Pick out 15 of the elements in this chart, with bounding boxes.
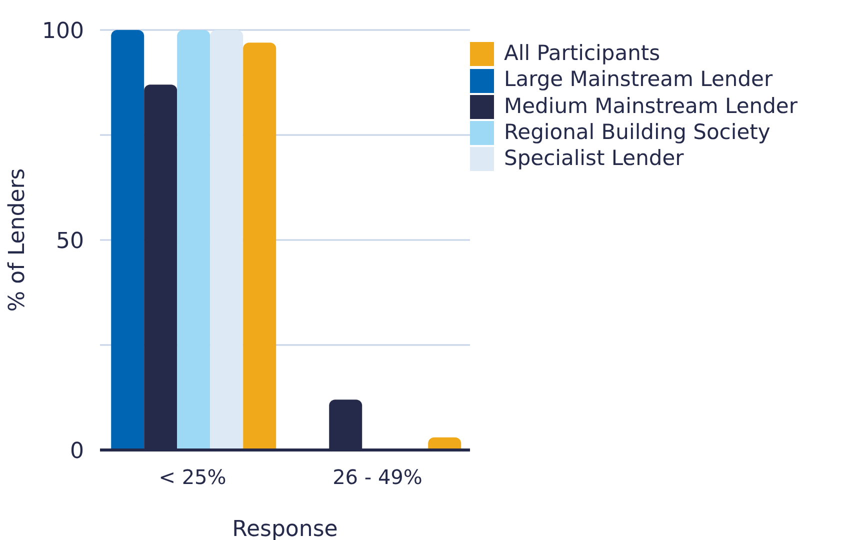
y-tick-label: 0 xyxy=(70,438,84,464)
y-axis-title: % of Lenders xyxy=(4,168,30,312)
bar xyxy=(177,30,210,450)
x-tick-label: 26 - 49% xyxy=(332,465,422,490)
legend-label: Medium Mainstream Lender xyxy=(504,94,798,118)
bar xyxy=(243,42,276,450)
legend-label: All Participants xyxy=(504,41,660,65)
legend-label: Specialist Lender xyxy=(504,146,684,170)
legend-label: Regional Building Society xyxy=(504,120,770,144)
y-tick-label: 100 xyxy=(42,18,84,44)
legend-label: Large Mainstream Lender xyxy=(504,67,773,92)
y-tick-label: 50 xyxy=(56,228,84,254)
bar xyxy=(111,30,144,450)
bar xyxy=(210,30,244,450)
x-tick-label: < 25% xyxy=(158,465,226,490)
